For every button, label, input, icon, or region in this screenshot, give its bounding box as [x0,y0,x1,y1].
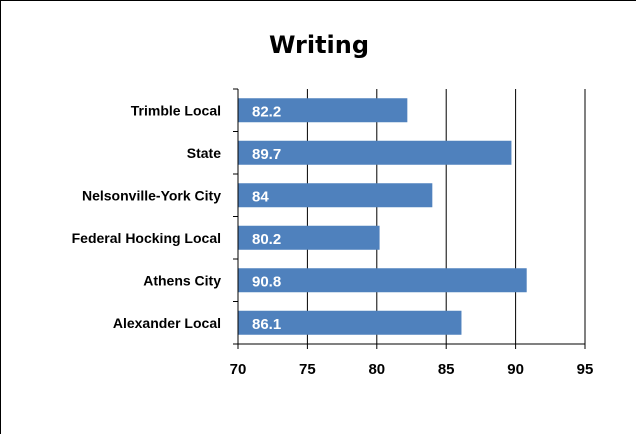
data-label: 86.1 [252,316,281,333]
data-label: 80.2 [252,231,281,248]
data-label: 89.7 [252,146,281,163]
bar [238,140,512,165]
data-label: 84 [252,188,269,205]
category-label: Federal Hocking Local [72,230,221,246]
category-label: Trimble Local [131,102,221,118]
data-label: 82.2 [252,103,281,120]
category-label: Nelsonville-York City [82,187,221,203]
data-label: 90.8 [252,273,281,290]
bar [238,225,380,250]
bar [238,98,408,123]
category-label: Athens City [143,272,221,288]
x-tick-label: 85 [438,361,455,378]
chart-title: Writing [268,31,370,59]
x-tick-label: 95 [577,361,594,378]
bar [238,310,462,335]
x-tick-label: 75 [299,361,316,378]
category-label: State [187,145,221,161]
category-label: Alexander Local [113,315,221,331]
x-tick-label: 90 [507,361,524,378]
bar [238,268,527,293]
x-tick-label: 80 [368,361,385,378]
bar [238,183,433,208]
x-tick-label: 70 [230,361,247,378]
